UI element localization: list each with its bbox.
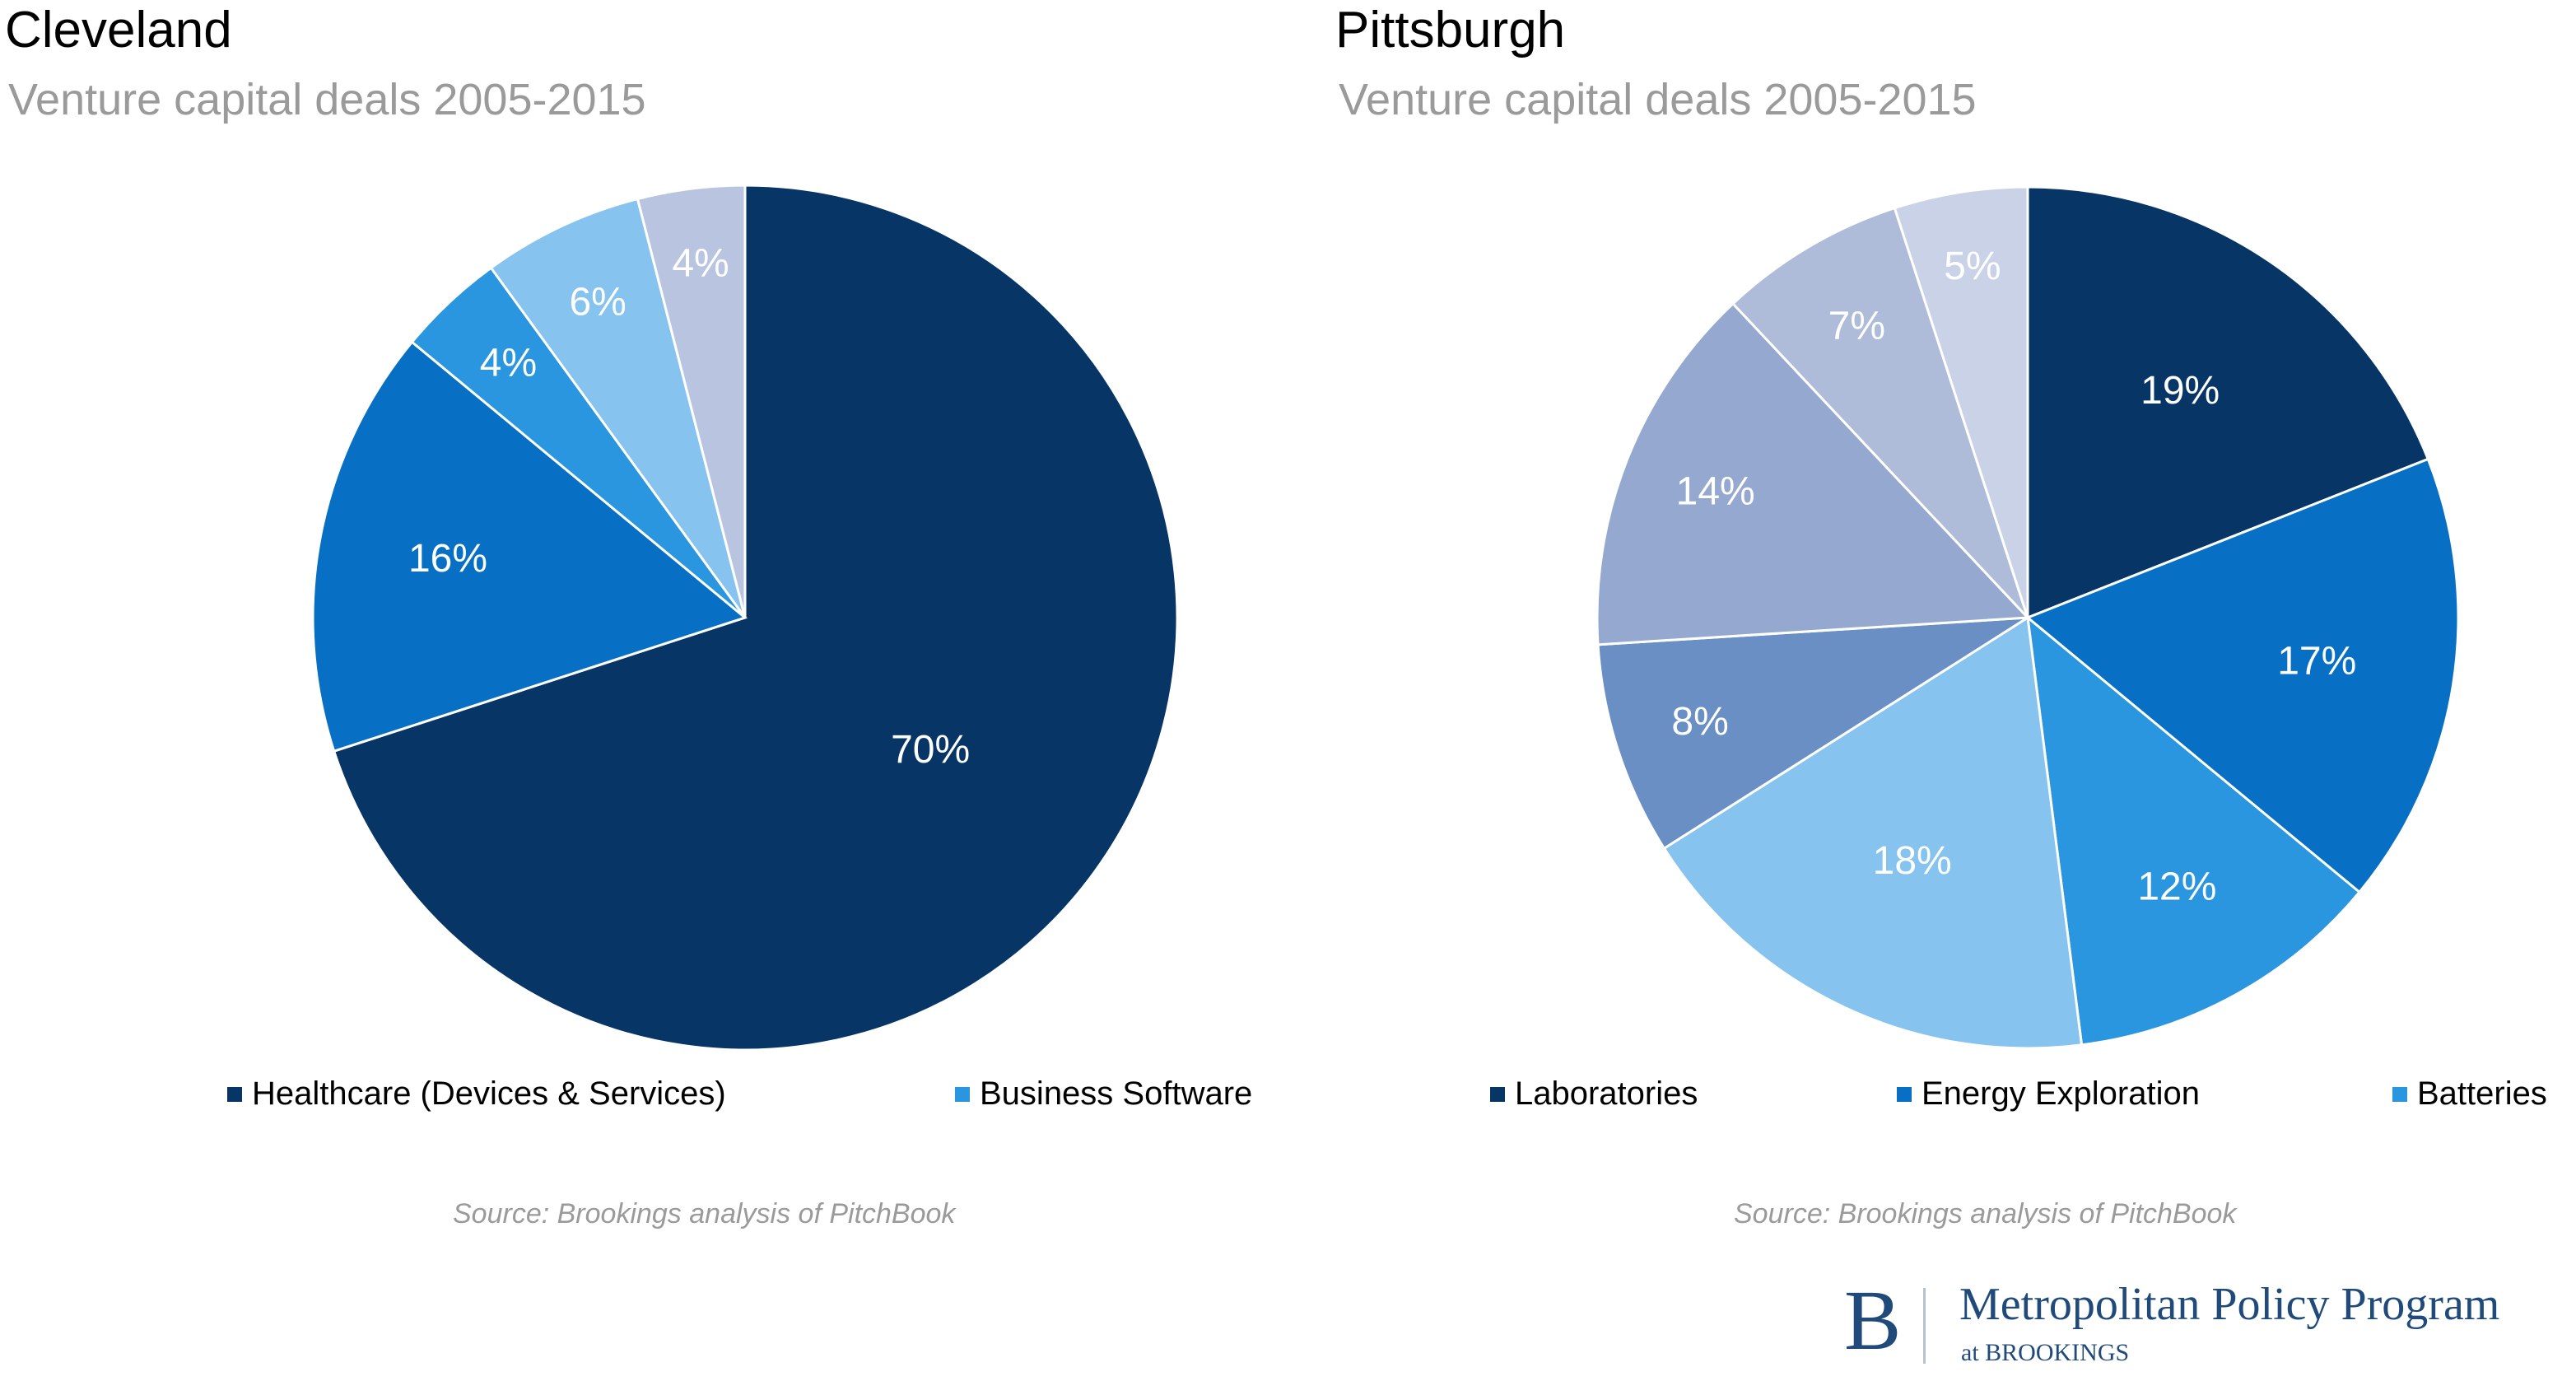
pittsburgh-chart-panel: Pittsburgh Venture capital deals 2005-20…: [1330, 0, 2576, 1268]
pie-slice-1: [332, 184, 1179, 1052]
slice-value-label: 4%: [672, 242, 729, 286]
slice-value-label: 16%: [408, 537, 487, 581]
legend-item-business-software: Business Software: [955, 1075, 1252, 1113]
pie-slice-4: [489, 197, 747, 618]
pie-slice-2: [2025, 457, 2460, 894]
slice-value-label: 6%: [569, 281, 626, 324]
slice-value-label: 18%: [1873, 839, 1952, 883]
legend-label: Healthcare (Devices & Services): [252, 1075, 726, 1112]
chart-title: Cleveland: [5, 2, 232, 58]
brookings-logo-letter: B: [1844, 1273, 1902, 1368]
slice-value-label: 17%: [2277, 639, 2356, 683]
pie-slice-4: [1662, 615, 2084, 1050]
program-name: Metropolitan Policy Program: [1959, 1279, 2500, 1330]
pie-slice-5: [636, 184, 747, 618]
legend-item-laboratories: Laboratories: [1490, 1075, 1698, 1113]
legend-item-healthcare: Healthcare (Devices & Services): [227, 1075, 726, 1113]
pie-slice-7: [1731, 206, 2029, 619]
slice-value-label: 8%: [1671, 700, 1728, 744]
legend-swatch: [955, 1086, 970, 1102]
slice-value-label: 4%: [480, 342, 537, 385]
source-note: Source: Brookings analysis of PitchBook: [453, 1198, 956, 1229]
chart-subtitle: Venture capital deals 2005-2015: [8, 75, 646, 124]
legend-swatch: [1897, 1086, 1912, 1102]
pie-slice-1: [2026, 185, 2430, 620]
pittsburgh-pie-chart: 19% 17% 12% 18% 8% 14% 7% 5%: [1595, 185, 2460, 1050]
legend-swatch: [227, 1086, 242, 1102]
brand-divider: [1923, 1288, 1926, 1364]
pie-slice-6: [1595, 301, 2031, 646]
slice-value-label: 70%: [891, 728, 970, 772]
pie-slice-2: [311, 340, 748, 753]
brookings-branding: B Metropolitan Policy Program at BROOKIN…: [1838, 1275, 2570, 1374]
cleveland-pie-chart: 70% 16% 4% 6% 4%: [311, 184, 1179, 1052]
program-subtitle: at BROOKINGS: [1961, 1339, 2130, 1366]
slice-value-label: 7%: [1828, 305, 1885, 348]
legend-swatch: [1490, 1086, 1505, 1102]
legend-label: Energy Exploration: [1922, 1075, 2200, 1112]
legend-item-energy-exploration: Energy Exploration: [1897, 1075, 2200, 1113]
legend-item-batteries: Batteries: [2392, 1075, 2547, 1113]
pie-slice-5: [1596, 616, 2029, 851]
pie-slice-8: [1893, 185, 2029, 618]
slice-value-label: 19%: [2140, 369, 2220, 413]
legend-label: Laboratories: [1515, 1075, 1698, 1112]
slice-value-label: 14%: [1676, 469, 1755, 513]
source-note: Source: Brookings analysis of PitchBook: [1734, 1198, 2237, 1229]
chart-subtitle: Venture capital deals 2005-2015: [1339, 75, 1977, 124]
cleveland-chart-panel: Cleveland Venture capital deals 2005-201…: [0, 0, 1284, 1268]
slice-value-label: 5%: [1944, 245, 2001, 288]
legend-label: Business Software: [980, 1075, 1253, 1112]
legend-label: Batteries: [2417, 1075, 2547, 1112]
pie-slice-3: [2026, 614, 2362, 1047]
chart-title: Pittsburgh: [1335, 2, 1566, 58]
slice-value-label: 12%: [2137, 865, 2216, 909]
legend-swatch: [2392, 1086, 2407, 1102]
